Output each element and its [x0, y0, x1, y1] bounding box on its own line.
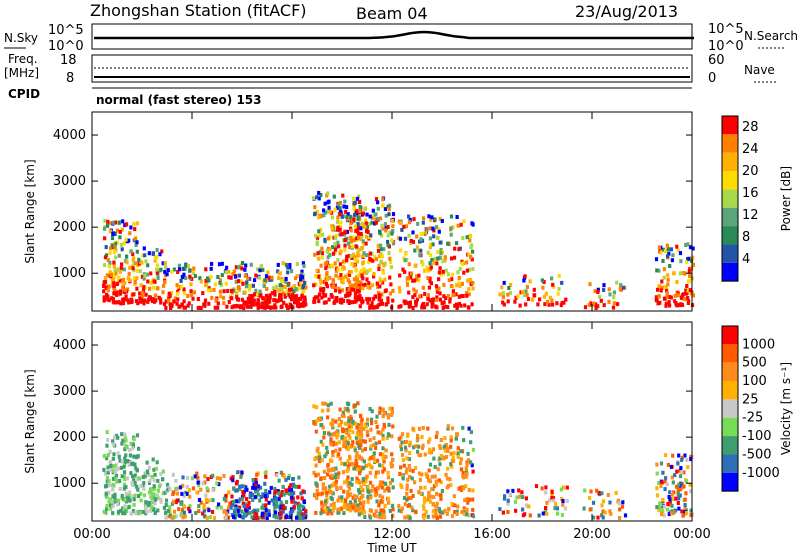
colorbar-segment [722, 344, 738, 363]
colorbar-tick-label: -25 [742, 411, 763, 426]
y-tick-label: 4000 [53, 338, 86, 353]
y-tick-label: 2000 [53, 430, 86, 445]
freq-tick-bottom: 8 [66, 71, 74, 86]
y-tick-label: 1000 [53, 476, 86, 491]
colorbar-segment [722, 381, 738, 400]
velocity-panel: 1000 2000 3000 4000 Slant Range [km] 1000 500 1… [23, 321, 793, 522]
colorbar-segment [722, 454, 738, 473]
colorbar-segment [722, 226, 738, 245]
colorbar-segment [722, 325, 738, 345]
y-tick-label: 3000 [53, 174, 86, 189]
x-tick-label: 00:00 [673, 527, 710, 542]
colorbar-tick-label: -100 [742, 429, 772, 444]
y-axis-label: Slant Range [km] [23, 369, 37, 473]
nave-tick-top: 60 [708, 53, 725, 68]
colorbar-segment [722, 207, 738, 227]
freq-strip [91, 54, 693, 83]
colorbar-segment [722, 189, 738, 208]
colorbar-tick-label: 1000 [742, 337, 775, 352]
y-axis-label: Slant Range [km] [23, 159, 37, 263]
colorbar-tick-label: 500 [742, 356, 767, 371]
colorbar-tick-label: 28 [742, 120, 759, 135]
nsky-label: N.Sky [4, 31, 38, 45]
date-label: 23/Aug/2013 [575, 2, 678, 21]
colorbar-segment [722, 472, 738, 492]
colorbar-segment [722, 134, 738, 153]
colorbar-segment [722, 362, 738, 382]
colorbar-frame [721, 325, 739, 492]
x-tick-label: 12:00 [373, 527, 410, 542]
colorbar-segment [722, 171, 738, 190]
station-title: Zhongshan Station (fitACF) [90, 1, 307, 20]
x-tick-label: 04:00 [173, 527, 210, 542]
nsky-strip [91, 23, 693, 50]
colorbar-segment [722, 436, 738, 455]
colorbar-tick-label: 24 [742, 142, 759, 157]
colorbar-tick-label: -500 [742, 447, 772, 462]
x-tick-label: 00:00 [73, 527, 110, 542]
freq-label: Freq. [8, 52, 38, 66]
nsky-trace [94, 30, 694, 40]
colorbar-tick-label: 100 [742, 374, 767, 389]
y-tick-label: 1000 [53, 266, 86, 281]
colorbar-tick-label: 8 [742, 230, 750, 245]
colorbar-label: Velocity [m s⁻¹] [779, 362, 793, 455]
nsearch-tick-top: 10^5 [708, 22, 744, 37]
colorbar-segment [722, 244, 738, 263]
nsearch-label: N.Search [744, 29, 798, 43]
colorbar-segment [722, 152, 738, 172]
colorbar-label: Power [dB] [779, 166, 793, 231]
colorbar-frame [721, 115, 739, 282]
nave-tick-bottom: 0 [708, 71, 716, 86]
nave-label: Nave [744, 63, 775, 77]
colorbar-tick-label: 12 [742, 208, 759, 223]
y-tick-label: 3000 [53, 384, 86, 399]
y-tick-label: 4000 [53, 128, 86, 143]
colorbar-segment [722, 115, 738, 135]
colorbar-segment [722, 399, 738, 418]
cpid-text: normal (fast stereo) 153 [96, 93, 262, 107]
nsky-tick-bottom: 10^0 [48, 39, 84, 54]
colorbar-segment [722, 262, 738, 282]
nsearch-tick-bottom: 10^0 [708, 39, 744, 54]
colorbar-segment [722, 417, 738, 437]
x-tick-label: 16:00 [473, 527, 510, 542]
power-panel: 1000 2000 3000 4000 Slant Range [km] 4 8 12 16 20… [23, 111, 793, 312]
colorbar-tick-label: -1000 [742, 466, 780, 481]
colorbar-tick-label: 25 [742, 392, 759, 407]
cpid-label: CPID [8, 87, 40, 101]
beam-label: Beam 04 [356, 4, 428, 23]
heatmap-frame [91, 321, 693, 522]
colorbar-tick-label: 4 [742, 252, 750, 267]
x-axis-label: Time UT [366, 541, 417, 554]
x-tick-label: 20:00 [573, 527, 610, 542]
freq-tick-top: 18 [60, 53, 77, 68]
colorbar-tick-label: 16 [742, 186, 759, 201]
nsky-tick-top: 10^5 [48, 23, 84, 38]
x-tick-label: 08:00 [273, 527, 310, 542]
colorbar-tick-label: 20 [742, 164, 759, 179]
y-tick-label: 2000 [53, 220, 86, 235]
freq-unit-label: [MHz] [4, 66, 39, 80]
